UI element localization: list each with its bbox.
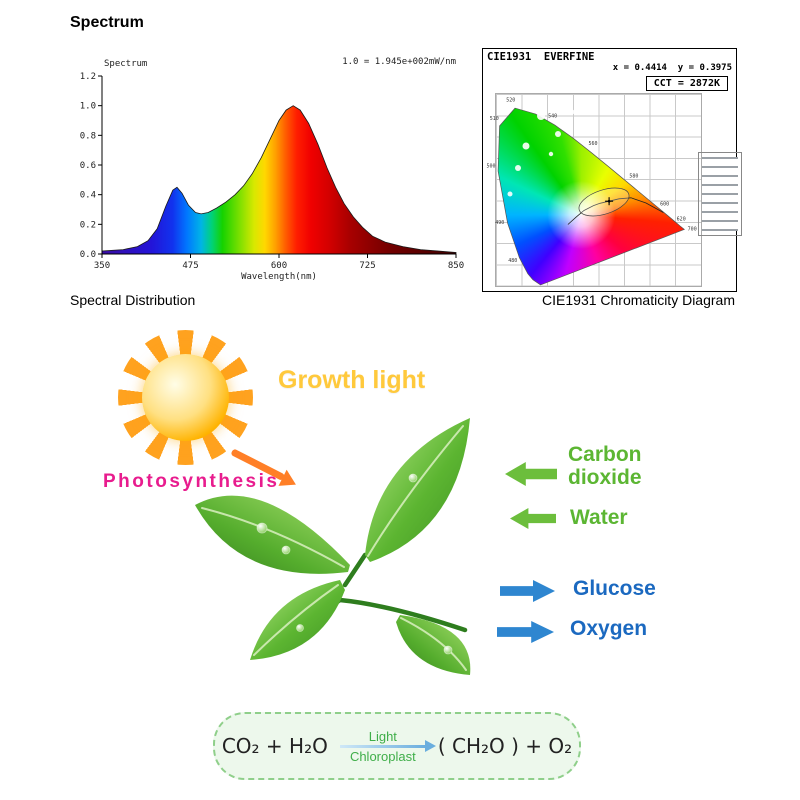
water-label: Water <box>570 506 628 529</box>
spectrum-plot: Spectrum 1.0 = 1.945e+002mW/nm 0.0 0.2 0.4… <box>80 57 464 282</box>
oxygen-label: Oxygen <box>570 617 648 640</box>
cie-caption: CIE1931 Chromaticity Diagram <box>542 292 735 308</box>
measurement-point-marker <box>605 197 614 206</box>
spectrum-scale-note: 1.0 = 1.945e+002mW/nm <box>342 57 456 67</box>
water-arrow-icon <box>510 508 556 529</box>
spectrum-y-axis-title: Spectrum <box>104 59 147 69</box>
equation-arrow-group: Light Chloroplast <box>339 728 436 764</box>
spectral-distribution-chart: Spectrum 1.0 = 1.945e+002mW/nm 0.0 0.2 0.4… <box>66 50 468 290</box>
svg-text:350: 350 <box>94 261 110 271</box>
svg-text:1.0: 1.0 <box>80 102 96 112</box>
photosynthesis-label: Photosynthesis <box>103 471 280 492</box>
leaf-left-vein <box>201 507 345 568</box>
leaf-lower-right-vein <box>400 617 467 671</box>
svg-text:850: 850 <box>448 261 464 271</box>
svg-text:600: 600 <box>660 202 669 208</box>
page-title: Spectrum <box>70 14 144 31</box>
leaf-lower-left <box>250 580 345 660</box>
sun-disc <box>142 354 229 441</box>
equation-condition-chloroplast: Chloroplast <box>349 748 416 764</box>
cie-xy-readout: x = 0.4414 y = 0.3975 <box>612 63 732 73</box>
svg-text:490: 490 <box>495 220 504 226</box>
white-region-ellipse <box>578 187 630 217</box>
source-legend-box <box>698 152 742 236</box>
svg-text:0.2: 0.2 <box>80 220 96 230</box>
glucose-label: Glucose <box>573 577 656 600</box>
svg-text:620: 620 <box>677 217 686 223</box>
cie-chromaticity-panel: CIE1931 EVERFINE x = 0.4414 y = 0.3975 C… <box>482 48 742 292</box>
growth-light-label: Growth light <box>278 366 426 394</box>
svg-text:725: 725 <box>359 261 375 271</box>
svg-text:475: 475 <box>182 261 198 271</box>
svg-text:600: 600 <box>271 261 287 271</box>
svg-text:0.8: 0.8 <box>80 131 96 141</box>
svg-text:480: 480 <box>508 258 517 264</box>
svg-text:1.2: 1.2 <box>80 72 96 82</box>
svg-text:500: 500 <box>486 163 495 169</box>
leaf-upper-right-vein <box>367 425 464 557</box>
cie-plot-area: 480 490 500 510 520 540 560 580 600 620 700 <box>486 93 742 287</box>
carbon-dioxide-label: Carbon dioxide <box>568 443 642 489</box>
planckian-locus <box>567 197 664 225</box>
svg-text:540: 540 <box>548 113 557 119</box>
svg-text:0.4: 0.4 <box>80 191 96 201</box>
carbon-dioxide-arrow-icon <box>505 462 557 486</box>
cct-badge: CCT = 2872K <box>645 76 728 91</box>
svg-text:510: 510 <box>490 116 499 122</box>
equation-condition-light: Light <box>368 728 397 744</box>
svg-text:520: 520 <box>506 97 515 103</box>
leaf-lower-right <box>396 615 471 675</box>
spectral-caption: Spectral Distribution <box>70 292 196 308</box>
photosynthesis-equation: CO₂ + H₂O Light Chloroplast ( CH₂O ) + O… <box>213 712 581 780</box>
sun-icon <box>118 330 253 465</box>
svg-text:560: 560 <box>588 141 597 147</box>
spectral-locus-outline <box>497 107 685 286</box>
reaction-arrow-icon <box>339 740 436 752</box>
spectrum-x-axis-title: Wavelength(nm) <box>241 272 317 282</box>
leaf-upper-right <box>365 418 470 562</box>
cie-title: CIE1931 EVERFINE <box>487 51 595 63</box>
svg-text:580: 580 <box>629 174 638 180</box>
oxygen-arrow-icon <box>497 621 554 643</box>
equation-reactants: CO₂ + H₂O <box>221 734 328 758</box>
equation-products: ( CH₂O ) + O₂ <box>437 734 573 758</box>
plant-illustration <box>195 418 471 675</box>
leaf-left <box>195 495 350 574</box>
svg-text:700: 700 <box>688 227 697 233</box>
svg-text:0.0: 0.0 <box>80 250 96 260</box>
water-droplets <box>256 473 453 655</box>
leaf-lower-left-vein <box>253 584 339 656</box>
glucose-arrow-icon <box>500 580 555 602</box>
svg-text:0.6: 0.6 <box>80 161 96 171</box>
spectrum-curve <box>101 105 457 255</box>
plant-stem-branch <box>342 552 368 588</box>
watermark-dots <box>507 109 575 197</box>
spectrum-axis-ticks: 0.0 0.2 0.4 0.6 0.8 1.0 1.2 350 475 600 725 850 <box>80 72 464 271</box>
